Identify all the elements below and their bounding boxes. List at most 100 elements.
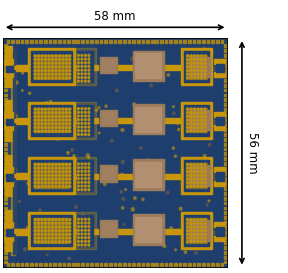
- Circle shape: [77, 174, 79, 176]
- Bar: [75, 118, 98, 123]
- Circle shape: [190, 108, 192, 110]
- Circle shape: [81, 225, 83, 228]
- Bar: [224, 260, 227, 263]
- Circle shape: [84, 80, 86, 82]
- Circle shape: [204, 115, 206, 117]
- Circle shape: [204, 108, 206, 110]
- Bar: [224, 44, 227, 47]
- Circle shape: [194, 77, 196, 79]
- Circle shape: [34, 115, 36, 117]
- Circle shape: [34, 174, 36, 176]
- Circle shape: [200, 78, 202, 79]
- Circle shape: [77, 108, 79, 110]
- Circle shape: [34, 126, 36, 129]
- Bar: [31, 51, 72, 82]
- Circle shape: [48, 62, 50, 64]
- Bar: [4, 211, 7, 214]
- Bar: [4, 216, 7, 219]
- Circle shape: [190, 174, 192, 176]
- Circle shape: [179, 232, 181, 234]
- Bar: [137, 40, 140, 43]
- Bar: [67, 263, 70, 266]
- Circle shape: [65, 178, 67, 180]
- Circle shape: [84, 76, 86, 79]
- Bar: [4, 133, 7, 136]
- Circle shape: [197, 177, 200, 179]
- Circle shape: [104, 183, 106, 186]
- Bar: [6, 119, 13, 126]
- Bar: [224, 133, 227, 136]
- Bar: [75, 174, 98, 179]
- Circle shape: [111, 139, 113, 142]
- Bar: [6, 229, 13, 236]
- Circle shape: [77, 111, 79, 113]
- Bar: [75, 157, 96, 194]
- Bar: [4, 59, 7, 62]
- Circle shape: [84, 174, 86, 176]
- Circle shape: [201, 108, 202, 110]
- Bar: [114, 40, 116, 43]
- Circle shape: [69, 123, 71, 125]
- Circle shape: [45, 119, 46, 121]
- Circle shape: [82, 106, 84, 109]
- Circle shape: [52, 70, 54, 72]
- Circle shape: [69, 171, 71, 173]
- Circle shape: [52, 115, 54, 117]
- Bar: [12, 263, 14, 266]
- Circle shape: [194, 66, 196, 68]
- Circle shape: [45, 73, 46, 75]
- Circle shape: [81, 73, 83, 75]
- Circle shape: [37, 241, 39, 243]
- Circle shape: [77, 119, 79, 121]
- Bar: [77, 160, 93, 191]
- Circle shape: [34, 62, 36, 64]
- Circle shape: [201, 226, 202, 228]
- Circle shape: [201, 159, 202, 160]
- Circle shape: [201, 219, 202, 221]
- Circle shape: [37, 66, 39, 68]
- Bar: [4, 260, 7, 263]
- Bar: [206, 40, 209, 43]
- Circle shape: [48, 219, 50, 221]
- Circle shape: [52, 66, 54, 68]
- Bar: [132, 263, 135, 266]
- Circle shape: [201, 233, 202, 235]
- Circle shape: [84, 237, 86, 239]
- Circle shape: [69, 73, 71, 75]
- Circle shape: [55, 233, 57, 235]
- Circle shape: [55, 62, 57, 64]
- Circle shape: [201, 178, 202, 180]
- Circle shape: [34, 226, 36, 228]
- Circle shape: [88, 189, 90, 191]
- Bar: [4, 197, 7, 200]
- Circle shape: [131, 208, 134, 211]
- Circle shape: [198, 54, 199, 56]
- Circle shape: [41, 115, 43, 117]
- Bar: [3, 236, 13, 241]
- Circle shape: [84, 163, 86, 165]
- Circle shape: [84, 115, 86, 117]
- Circle shape: [55, 171, 57, 173]
- Circle shape: [88, 181, 90, 183]
- Circle shape: [81, 178, 83, 180]
- Circle shape: [37, 55, 39, 57]
- Circle shape: [69, 178, 71, 180]
- Circle shape: [52, 55, 54, 57]
- Bar: [202, 263, 205, 266]
- Circle shape: [62, 55, 64, 57]
- Circle shape: [140, 147, 142, 149]
- Circle shape: [88, 185, 90, 187]
- Circle shape: [204, 130, 206, 132]
- Circle shape: [65, 230, 67, 232]
- Bar: [189, 110, 210, 130]
- Bar: [62, 40, 65, 43]
- Circle shape: [58, 163, 60, 165]
- Bar: [90, 263, 93, 266]
- Circle shape: [48, 237, 50, 239]
- Bar: [123, 40, 126, 43]
- Circle shape: [41, 130, 43, 132]
- Circle shape: [204, 182, 206, 184]
- Circle shape: [48, 185, 50, 188]
- Bar: [189, 57, 210, 77]
- Circle shape: [98, 132, 100, 134]
